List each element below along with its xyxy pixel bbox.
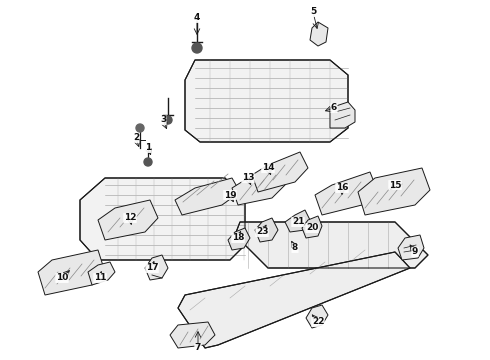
Polygon shape bbox=[398, 235, 424, 260]
Text: 23: 23 bbox=[256, 228, 268, 237]
Polygon shape bbox=[310, 22, 328, 46]
Polygon shape bbox=[88, 262, 115, 285]
Polygon shape bbox=[98, 200, 158, 240]
Text: 18: 18 bbox=[232, 234, 244, 243]
Text: 19: 19 bbox=[224, 190, 236, 199]
Circle shape bbox=[192, 43, 202, 53]
Text: 1: 1 bbox=[145, 144, 151, 153]
Text: 4: 4 bbox=[194, 13, 200, 22]
Polygon shape bbox=[175, 178, 240, 215]
Text: 7: 7 bbox=[195, 343, 201, 352]
Polygon shape bbox=[178, 252, 410, 348]
Polygon shape bbox=[252, 152, 308, 192]
Polygon shape bbox=[170, 322, 215, 348]
Text: 21: 21 bbox=[292, 217, 304, 226]
Text: 3: 3 bbox=[160, 116, 166, 125]
Text: 14: 14 bbox=[262, 163, 274, 172]
Text: 17: 17 bbox=[146, 264, 158, 273]
Text: 20: 20 bbox=[306, 224, 318, 233]
Text: 10: 10 bbox=[56, 274, 68, 283]
Polygon shape bbox=[228, 228, 250, 250]
Circle shape bbox=[136, 124, 144, 132]
Polygon shape bbox=[315, 172, 378, 215]
Polygon shape bbox=[306, 305, 328, 328]
Text: 5: 5 bbox=[310, 8, 316, 17]
Polygon shape bbox=[255, 218, 278, 242]
Text: 6: 6 bbox=[331, 104, 337, 112]
Circle shape bbox=[144, 158, 152, 166]
Polygon shape bbox=[235, 222, 428, 268]
Polygon shape bbox=[232, 170, 285, 205]
Text: 12: 12 bbox=[124, 213, 136, 222]
Text: 2: 2 bbox=[133, 134, 139, 143]
Text: 9: 9 bbox=[412, 248, 418, 256]
Text: 13: 13 bbox=[242, 174, 254, 183]
Text: 11: 11 bbox=[94, 274, 106, 283]
Polygon shape bbox=[358, 168, 430, 215]
Polygon shape bbox=[302, 216, 322, 238]
Polygon shape bbox=[330, 102, 355, 128]
Polygon shape bbox=[145, 255, 168, 280]
Text: 15: 15 bbox=[389, 180, 401, 189]
Text: 16: 16 bbox=[336, 184, 348, 193]
Circle shape bbox=[164, 116, 172, 124]
Polygon shape bbox=[80, 178, 245, 260]
Polygon shape bbox=[38, 250, 105, 295]
Text: 22: 22 bbox=[312, 318, 324, 327]
Text: 8: 8 bbox=[292, 243, 298, 252]
Polygon shape bbox=[185, 60, 348, 142]
Polygon shape bbox=[285, 210, 310, 232]
